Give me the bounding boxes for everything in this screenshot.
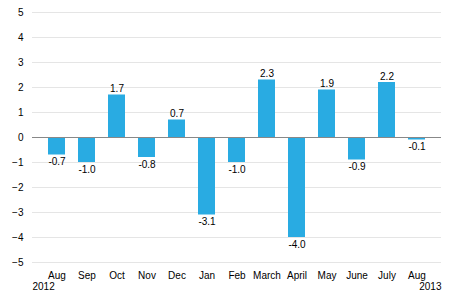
svg-text:2.3: 2.3 bbox=[260, 68, 274, 79]
svg-text:2013: 2013 bbox=[419, 281, 442, 292]
svg-text:1.7: 1.7 bbox=[110, 83, 124, 94]
svg-text:Jan: Jan bbox=[199, 270, 215, 281]
svg-text:-1.0: -1.0 bbox=[78, 164, 96, 175]
svg-text:−4: −4 bbox=[12, 232, 24, 243]
svg-text:-0.7: -0.7 bbox=[48, 156, 66, 167]
svg-text:-0.9: -0.9 bbox=[348, 161, 366, 172]
svg-text:Aug: Aug bbox=[48, 270, 66, 281]
svg-text:−3: −3 bbox=[12, 207, 24, 218]
svg-text:-0.1: -0.1 bbox=[408, 141, 426, 152]
svg-text:1.9: 1.9 bbox=[320, 78, 334, 89]
svg-text:2.2: 2.2 bbox=[380, 71, 394, 82]
svg-text:-3.1: -3.1 bbox=[198, 216, 216, 227]
svg-text:4: 4 bbox=[18, 32, 24, 43]
svg-text:Nov: Nov bbox=[138, 270, 156, 281]
svg-text:−5: −5 bbox=[12, 257, 24, 268]
svg-text:April: April bbox=[287, 270, 307, 281]
svg-text:July: July bbox=[378, 270, 396, 281]
svg-text:1: 1 bbox=[18, 107, 24, 118]
svg-text:June: June bbox=[346, 270, 368, 281]
svg-text:Oct: Oct bbox=[109, 270, 125, 281]
svg-text:-4.0: -4.0 bbox=[288, 239, 306, 250]
svg-text:−2: −2 bbox=[12, 182, 24, 193]
svg-text:May: May bbox=[318, 270, 337, 281]
svg-text:3: 3 bbox=[18, 57, 24, 68]
svg-text:2: 2 bbox=[18, 82, 24, 93]
svg-text:−1: −1 bbox=[12, 157, 24, 168]
svg-text:March: March bbox=[253, 270, 281, 281]
svg-text:Feb: Feb bbox=[228, 270, 246, 281]
svg-text:-0.8: -0.8 bbox=[138, 159, 156, 170]
svg-text:0: 0 bbox=[18, 132, 24, 143]
svg-text:-1.0: -1.0 bbox=[228, 164, 246, 175]
svg-text:Aug: Aug bbox=[408, 270, 426, 281]
svg-text:0.7: 0.7 bbox=[170, 108, 184, 119]
svg-text:2012: 2012 bbox=[33, 281, 56, 292]
svg-text:5: 5 bbox=[18, 7, 24, 18]
svg-text:Sep: Sep bbox=[78, 270, 96, 281]
svg-text:Dec: Dec bbox=[168, 270, 186, 281]
